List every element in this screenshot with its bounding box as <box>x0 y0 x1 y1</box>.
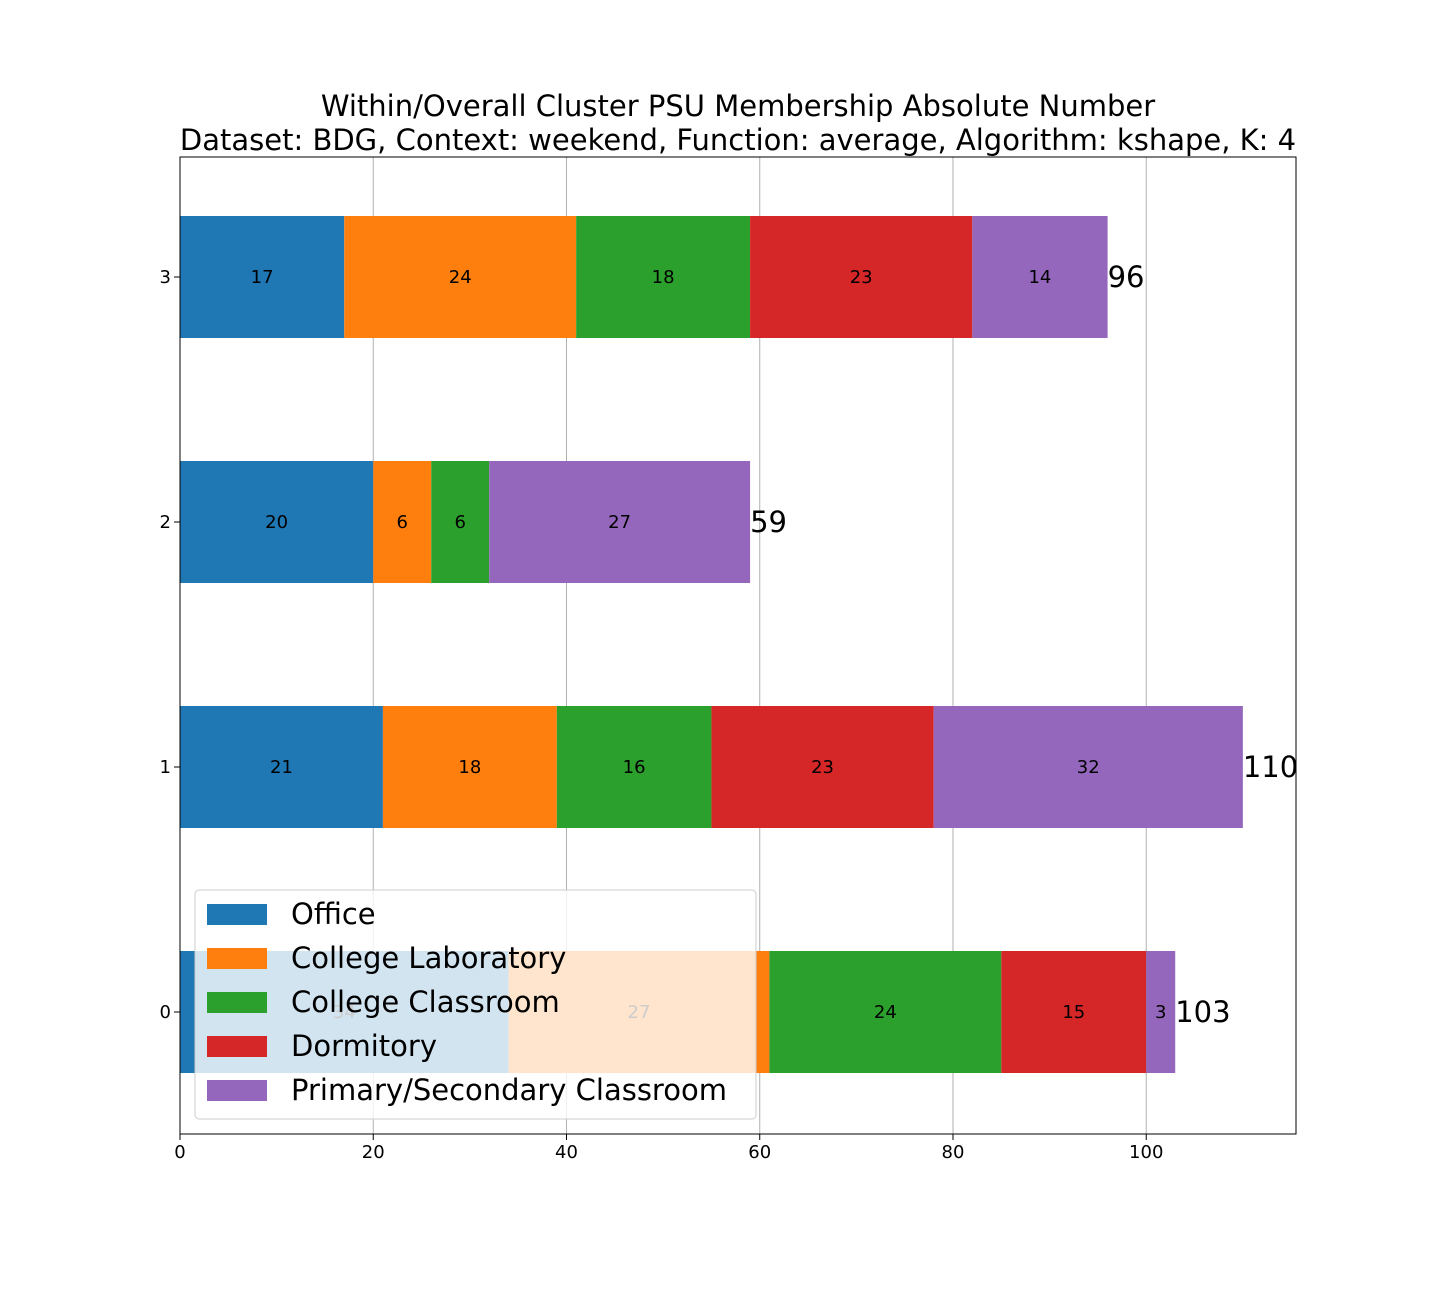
bar-segment-label: 21 <box>270 757 293 778</box>
bar-segment <box>431 461 490 583</box>
x-tick-label: 20 <box>362 1142 385 1163</box>
bar-segment-label: 16 <box>623 757 646 778</box>
bar-segment <box>344 216 577 338</box>
bar-segment-label: 15 <box>1062 1002 1085 1023</box>
bar-segment <box>711 706 934 828</box>
plot-frame <box>179 156 1297 1135</box>
bar-segment-label: 3 <box>1155 1002 1166 1023</box>
bar-segment <box>750 216 973 338</box>
bar-segment-label: 23 <box>811 757 834 778</box>
y-tick-label: 3 <box>160 267 171 288</box>
bar-segment-label: 18 <box>652 267 675 288</box>
y-tick-label: 0 <box>160 1002 171 1023</box>
bar-segment <box>769 951 1002 1073</box>
x-tick-label: 0 <box>174 1142 185 1163</box>
x-tick-label: 60 <box>748 1142 771 1163</box>
bar-segment-label: 24 <box>449 267 472 288</box>
bar-total-label: 103 <box>1175 995 1230 1029</box>
legend-swatch <box>207 1080 267 1101</box>
legend-entry-label: Primary/Secondary Classroom <box>291 1073 727 1107</box>
bar-segment <box>1001 951 1147 1073</box>
bar-segment <box>180 461 374 583</box>
bar-segment <box>1146 951 1176 1073</box>
x-tick-label: 100 <box>1129 1142 1163 1163</box>
bar-segment <box>382 706 557 828</box>
bar-segment <box>972 216 1108 338</box>
legend-swatch <box>207 948 267 969</box>
y-tick-label: 1 <box>160 757 171 778</box>
bar-segment <box>180 216 345 338</box>
bar-segment <box>373 461 432 583</box>
bar-segment-label: 14 <box>1028 267 1051 288</box>
legend-swatch <box>207 992 267 1013</box>
bar-segment-label: 20 <box>265 512 288 533</box>
bar-segment <box>489 461 751 583</box>
bar-segment-label: 6 <box>454 512 465 533</box>
bar-segment-label: 23 <box>850 267 873 288</box>
x-tick-label: 80 <box>942 1142 965 1163</box>
bar-segment-label: 17 <box>251 267 274 288</box>
y-tick-label: 2 <box>160 512 171 533</box>
bar-segment <box>576 216 751 338</box>
chart-subtitle: Dataset: BDG, Context: weekend, Function… <box>180 123 1296 157</box>
legend-box <box>194 889 757 1120</box>
legend-entry-label: Dormitory <box>291 1029 437 1063</box>
bar-segment-label: 27 <box>608 512 631 533</box>
bar-total-label: 59 <box>750 505 787 539</box>
bar-segment <box>556 706 712 828</box>
legend-entry-label: Office <box>291 897 376 931</box>
legend: Office College Laboratory College Classroo… <box>194 889 757 1120</box>
x-tick-label: 40 <box>555 1142 578 1163</box>
legend-entry-label: College Classroom <box>291 985 560 1019</box>
legend-swatch <box>207 904 267 925</box>
bar-segment <box>180 706 383 828</box>
bar-segment <box>933 706 1243 828</box>
bar-segment-label: 6 <box>397 512 408 533</box>
bar-total-label: 110 <box>1243 750 1298 784</box>
legend-swatch <box>207 1036 267 1057</box>
chart-title: Within/Overall Cluster PSU Membership Ab… <box>321 89 1155 123</box>
bar-segment-label: 32 <box>1077 757 1100 778</box>
bar-segment-label: 24 <box>874 1002 897 1023</box>
legend-entry-label: College Laboratory <box>291 941 566 975</box>
bar-segment-label: 18 <box>458 757 481 778</box>
bar-total-label: 96 <box>1108 260 1145 294</box>
